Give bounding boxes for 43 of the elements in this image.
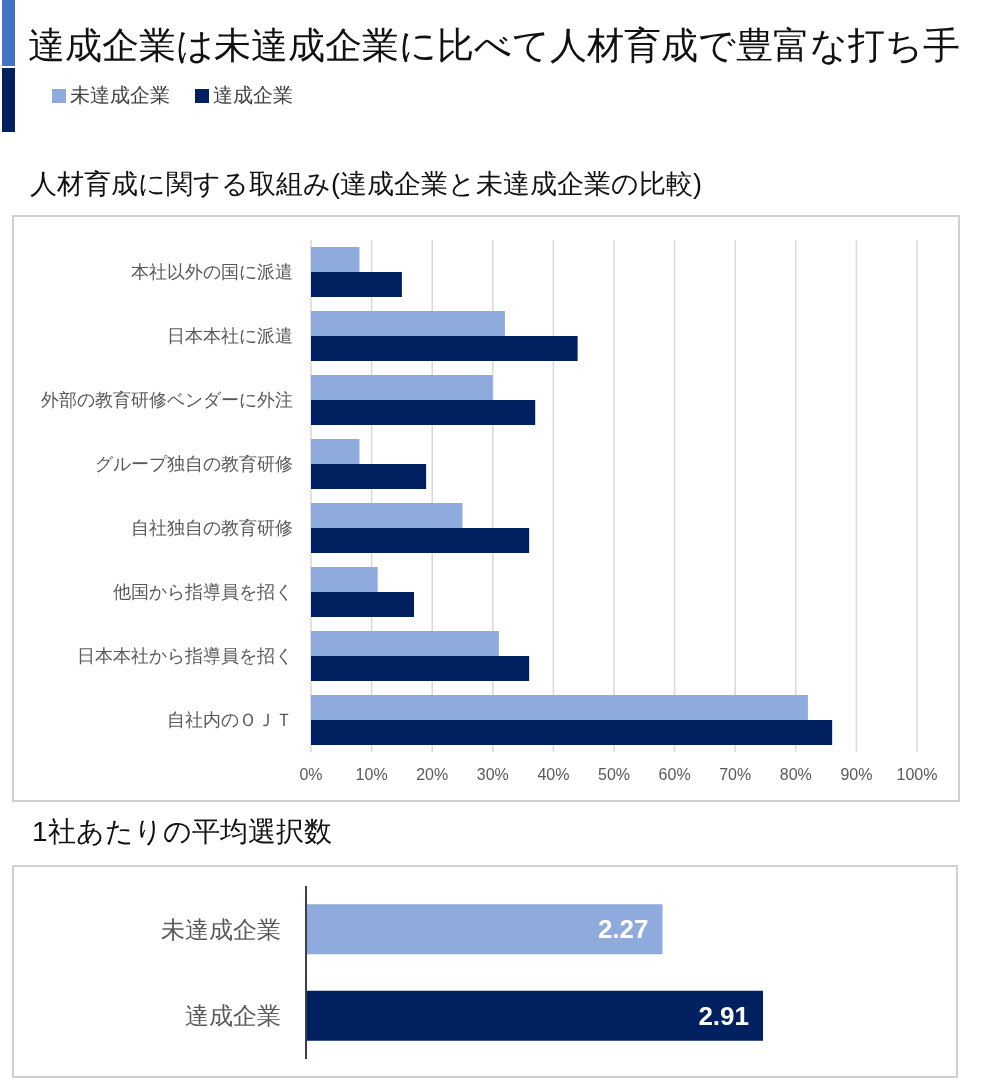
bar xyxy=(311,464,427,490)
bar xyxy=(311,567,378,593)
bar xyxy=(311,528,530,554)
chart-title: 達成企業は未達成企業に比べて人材育成で豊富な打ち手 xyxy=(28,24,960,68)
bar xyxy=(311,336,578,362)
bar xyxy=(311,375,493,401)
bar xyxy=(311,272,402,298)
x-tick-label: 10% xyxy=(355,766,388,784)
bar xyxy=(311,439,360,465)
bar xyxy=(311,400,536,426)
x-tick-label: 50% xyxy=(597,766,631,784)
y-tick-label: 自社内のＯＪＴ xyxy=(167,710,293,731)
x-tick-label: 20% xyxy=(416,766,449,784)
x-tick-label: 30% xyxy=(476,766,509,784)
y-tick-label: 日本本社に派遣 xyxy=(167,326,293,347)
x-tick-label: 40% xyxy=(537,766,570,784)
bar xyxy=(311,503,463,529)
y-tick-label: 外部の教育研修ベンダーに外注 xyxy=(41,390,293,411)
y-tick-label: 他国から指導員を招く xyxy=(113,582,293,603)
bar xyxy=(311,631,499,657)
x-tick-label: 0% xyxy=(299,766,323,784)
y-tick-label: 日本本社から指導員を招く xyxy=(77,646,293,667)
x-tick-label: 100% xyxy=(896,766,938,784)
y-tick-label: グループ独自の教育研修 xyxy=(95,454,293,475)
chart-title: 1社あたりの平均選択数 xyxy=(32,815,332,849)
x-tick-label: 80% xyxy=(779,766,812,784)
y-tick-label: 達成企業 xyxy=(185,1002,281,1030)
data-label: 2.91 xyxy=(698,1000,749,1031)
bar xyxy=(311,720,833,746)
legend-label: 未達成企業 xyxy=(70,83,170,108)
x-tick-label: 70% xyxy=(719,766,752,784)
bar xyxy=(311,247,360,273)
chart-subtitle: 人材育成に関する取組み(達成企業と未達成企業の比較) xyxy=(30,168,702,201)
bar xyxy=(311,656,530,682)
y-tick-label: 自社独自の教育研修 xyxy=(131,518,293,539)
y-tick-label: 本社以外の国に派遣 xyxy=(131,262,293,283)
bar xyxy=(311,311,505,337)
bar xyxy=(311,592,415,618)
x-tick-label: 60% xyxy=(658,766,691,784)
bar xyxy=(311,695,808,721)
x-tick-label: 90% xyxy=(840,766,873,784)
y-tick-label: 未達成企業 xyxy=(161,915,281,943)
data-label: 2.27 xyxy=(597,914,649,945)
